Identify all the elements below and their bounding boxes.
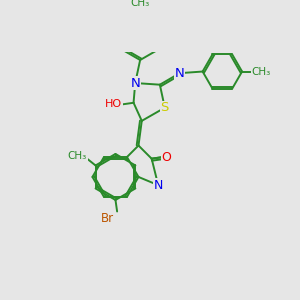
- Text: HO: HO: [105, 99, 122, 110]
- Text: N: N: [175, 67, 184, 80]
- Text: S: S: [160, 101, 169, 114]
- Text: CH₃: CH₃: [251, 67, 271, 76]
- Text: O: O: [161, 151, 171, 164]
- Text: Br: Br: [101, 212, 114, 225]
- Text: N: N: [154, 179, 163, 192]
- Text: N: N: [130, 76, 140, 89]
- Text: CH₃: CH₃: [130, 0, 150, 8]
- Text: CH₃: CH₃: [68, 151, 87, 160]
